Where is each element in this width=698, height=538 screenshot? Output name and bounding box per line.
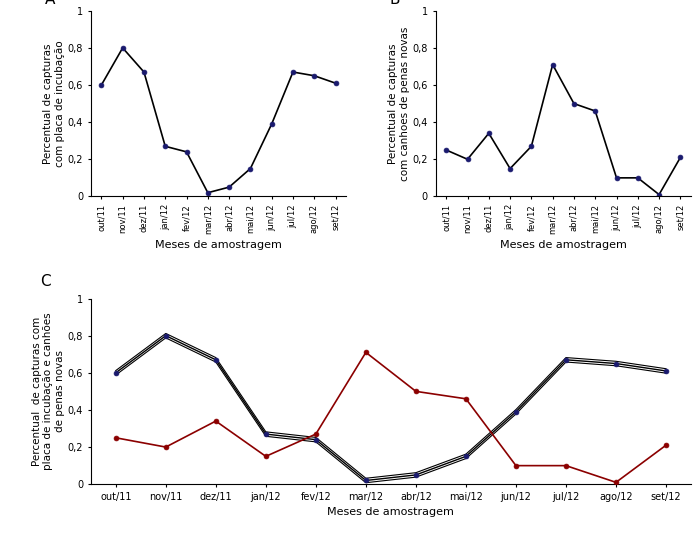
X-axis label: Meses de amostragem: Meses de amostragem [500,240,627,250]
X-axis label: Meses de amostragem: Meses de amostragem [327,507,454,518]
Y-axis label: Percentual  de capturas com
placa de incubação e canhões
de penas novas: Percentual de capturas com placa de incu… [31,313,65,470]
Text: B: B [389,0,400,7]
Y-axis label: Percentual de capturas
com canhoes de penas novas: Percentual de capturas com canhoes de pe… [388,26,410,181]
Text: C: C [40,274,50,289]
Y-axis label: Percentual de capturas
com placa de incubação: Percentual de capturas com placa de incu… [43,40,65,167]
Text: A: A [45,0,55,7]
X-axis label: Meses de amostragem: Meses de amostragem [155,240,282,250]
